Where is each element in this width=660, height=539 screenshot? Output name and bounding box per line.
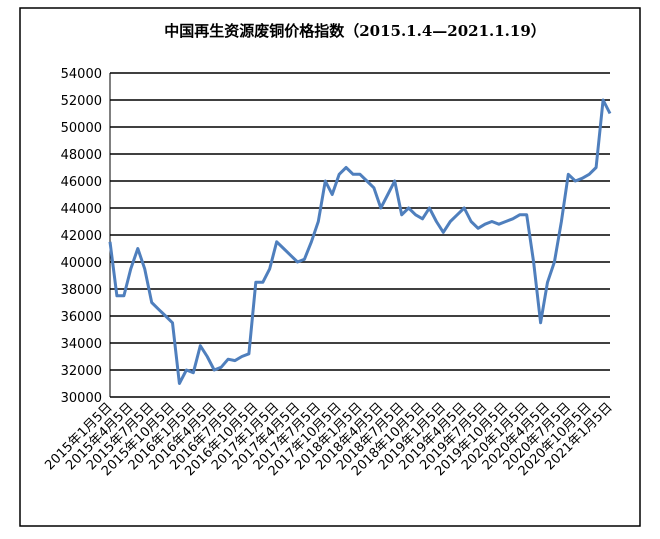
y-tick-label: 46000 — [61, 175, 102, 190]
y-tick-label: 38000 — [61, 283, 102, 298]
y-tick-label: 30000 — [61, 391, 102, 406]
y-tick-label: 44000 — [61, 202, 102, 217]
line — [108, 98, 612, 385]
y-tick-label: 36000 — [61, 310, 102, 325]
chart-border — [19, 7, 641, 527]
y-tick-label: 48000 — [61, 148, 102, 163]
y-tick-label: 50000 — [61, 121, 102, 136]
y-tick-label: 54000 — [61, 67, 102, 82]
y-tick-label: 42000 — [61, 229, 102, 244]
y-tick-label: 40000 — [61, 256, 102, 271]
chart-title: 中国再生资源废铜价格指数（2015.1.4—2021.1.19） — [164, 22, 546, 40]
y-tick-label: 34000 — [61, 337, 102, 352]
y-tick-label: 32000 — [61, 364, 102, 379]
y-tick-label: 52000 — [61, 94, 102, 109]
